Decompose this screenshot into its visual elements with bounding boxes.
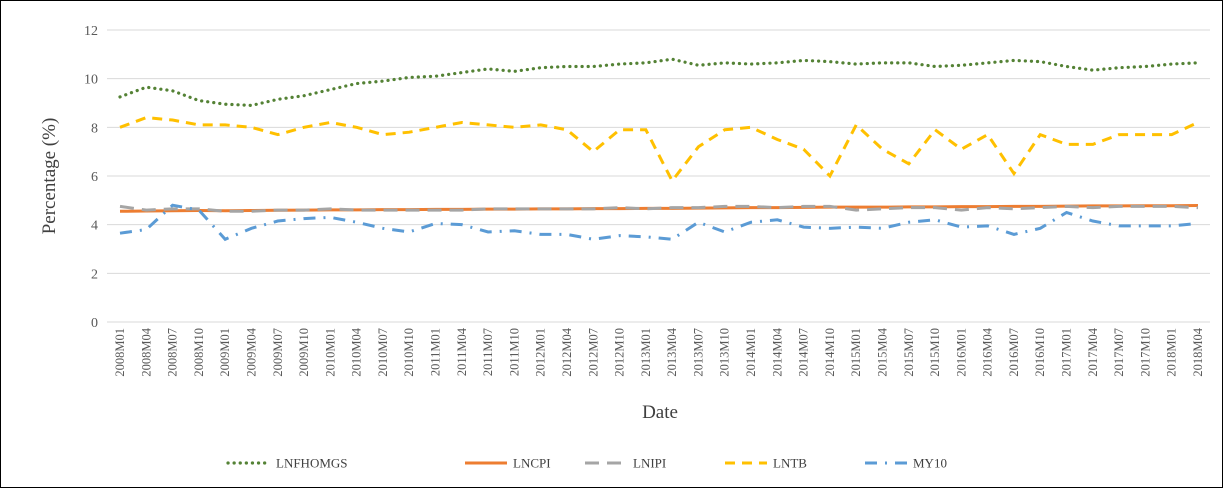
x-tick-label: 2009M04 <box>244 327 258 376</box>
x-tick-label: 2010M01 <box>323 328 337 377</box>
y-tick-label: 0 <box>91 316 98 331</box>
x-tick-label: 2016M04 <box>981 327 995 376</box>
x-tick-label: 2015M04 <box>875 327 889 376</box>
x-tick-label: 2008M01 <box>113 328 127 377</box>
series-line <box>119 204 1199 213</box>
x-tick-label: 2014M01 <box>744 328 758 377</box>
x-tick-label: 2016M07 <box>1007 328 1021 377</box>
grid: 0 2 4 6 8 10 12 <box>84 24 1210 331</box>
x-tick-label: 2017M01 <box>1060 328 1074 377</box>
x-tick-label: 2018M01 <box>1165 328 1179 377</box>
series-line <box>119 116 1199 184</box>
x-tick-label: 2010M04 <box>350 327 364 376</box>
x-tick-label: 2016M10 <box>1033 328 1047 377</box>
y-tick-label: 10 <box>84 73 98 88</box>
x-tick-label: 2015M07 <box>902 328 916 377</box>
x-tick-label: 2015M10 <box>928 328 942 377</box>
x-tick-label: 2014M04 <box>770 327 784 376</box>
x-tick-label: 2013M04 <box>665 327 679 376</box>
x-tick-label: 2017M07 <box>1112 328 1126 377</box>
x-tick-label: 2008M04 <box>139 327 153 376</box>
legend-label: LNCPI <box>513 456 551 471</box>
x-tick-labels: 2008M01 2008M04 2008M07 2008M10 2009M01 2009M… <box>113 327 1205 376</box>
x-tick-label: 2008M07 <box>166 328 180 377</box>
x-tick-label: 2015M01 <box>849 328 863 377</box>
x-tick-label: 2016M01 <box>954 328 968 377</box>
x-tick-label: 2009M07 <box>271 328 285 377</box>
plot-lines <box>118 57 1200 242</box>
legend-label: MY10 <box>913 456 947 471</box>
x-tick-label: 2011M10 <box>507 328 521 376</box>
x-tick-label: 2012M07 <box>586 328 600 377</box>
x-tick-label: 2011M04 <box>455 327 469 376</box>
x-tick-label: 2018M04 <box>1191 327 1205 376</box>
legend-label: LNIPI <box>633 456 666 471</box>
y-tick-label: 8 <box>91 121 98 136</box>
y-tick-label: 12 <box>84 24 98 39</box>
x-tick-label: 2010M10 <box>402 328 416 377</box>
series-line <box>119 203 1199 242</box>
x-tick-label: 2017M10 <box>1138 328 1152 377</box>
x-tick-label: 2012M10 <box>613 328 627 377</box>
legend-label: LNFHOMGS <box>276 456 348 471</box>
x-tick-label: 2011M01 <box>429 328 443 376</box>
x-tick-label: 2010M07 <box>376 328 390 377</box>
x-tick-label: 2013M07 <box>691 328 705 377</box>
x-tick-label: 2009M10 <box>297 328 311 377</box>
y-tick-label: 4 <box>91 219 98 234</box>
x-axis-title: Date <box>642 402 678 423</box>
x-tick-label: 2008M10 <box>192 328 206 377</box>
x-tick-label: 2012M01 <box>534 328 548 377</box>
y-tick-label: 2 <box>91 267 98 282</box>
x-tick-label: 2009M01 <box>218 328 232 377</box>
x-tick-label: 2011M07 <box>481 328 495 376</box>
legend: LNFHOMGS LNCPI LNIPI LNTB MY10 <box>226 456 947 471</box>
x-tick-label: 2013M01 <box>639 328 653 377</box>
x-tick-label: 2014M10 <box>823 328 837 377</box>
y-tick-label: 6 <box>91 170 98 185</box>
x-tick-label: 2017M04 <box>1086 327 1100 376</box>
x-tick-label: 2013M10 <box>718 328 732 377</box>
x-tick-label: 2012M04 <box>560 327 574 376</box>
x-tick-label: 2014M07 <box>797 328 811 377</box>
series-line <box>118 57 1200 108</box>
legend-label: LNTB <box>773 456 807 471</box>
y-axis-title: Percentage (%) <box>39 118 60 235</box>
